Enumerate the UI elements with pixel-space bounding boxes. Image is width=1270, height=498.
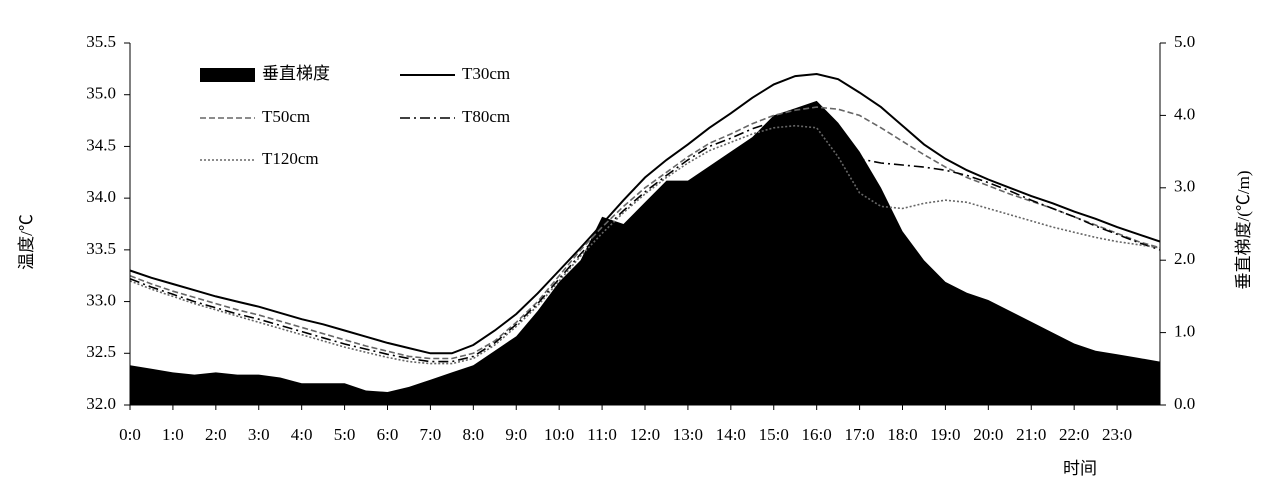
x-tick-label: 5:0 bbox=[334, 425, 356, 444]
y-tick-label: 34.0 bbox=[86, 187, 116, 206]
y2-tick-label: 3.0 bbox=[1174, 177, 1195, 196]
x-tick-label: 18:0 bbox=[887, 425, 917, 444]
x-tick-label: 10:0 bbox=[544, 425, 574, 444]
y-axis-label: 温度/℃ bbox=[17, 214, 36, 270]
legend-label: T50cm bbox=[262, 107, 310, 126]
x-tick-label: 6:0 bbox=[377, 425, 399, 444]
y2-tick-label: 1.0 bbox=[1174, 322, 1195, 341]
y-tick-label: 34.5 bbox=[86, 135, 116, 154]
x-tick-label: 19:0 bbox=[930, 425, 960, 444]
line bbox=[129, 124, 1161, 365]
y-tick-label: 33.5 bbox=[86, 239, 116, 258]
area bbox=[130, 100, 1160, 406]
x-tick-label: 22:0 bbox=[1059, 425, 1089, 444]
line bbox=[129, 72, 1161, 355]
y2-tick-label: 4.0 bbox=[1174, 104, 1195, 123]
x-tick-label: 8:0 bbox=[462, 425, 484, 444]
x-tick-label: 11:0 bbox=[587, 425, 617, 444]
x-tick-label: 3:0 bbox=[248, 425, 270, 444]
x-tick-label: 17:0 bbox=[844, 425, 874, 444]
y2-tick-label: 2.0 bbox=[1174, 249, 1195, 268]
y-tick-label: 32.0 bbox=[86, 394, 116, 413]
legend-swatch bbox=[200, 68, 255, 82]
y-tick-label: 35.5 bbox=[86, 32, 116, 51]
x-tick-label: 12:0 bbox=[630, 425, 660, 444]
y2-axis-label: 垂直梯度/(℃/m) bbox=[1234, 171, 1253, 290]
x-tick-label: 15:0 bbox=[759, 425, 789, 444]
x-tick-label: 0:0 bbox=[119, 425, 141, 444]
y-tick-label: 33.0 bbox=[86, 290, 116, 309]
legend-label: T30cm bbox=[462, 64, 510, 83]
x-tick-label: 14:0 bbox=[716, 425, 746, 444]
x-tick-label: 20:0 bbox=[973, 425, 1003, 444]
x-tick-label: 4:0 bbox=[291, 425, 313, 444]
x-tick-label: 7:0 bbox=[420, 425, 442, 444]
x-tick-label: 1:0 bbox=[162, 425, 184, 444]
y2-tick-label: 0.0 bbox=[1174, 394, 1195, 413]
legend-label: T120cm bbox=[262, 149, 319, 168]
line bbox=[129, 116, 1161, 363]
x-tick-label: 13:0 bbox=[673, 425, 703, 444]
legend-label: 垂直梯度 bbox=[262, 64, 330, 83]
y-tick-label: 35.0 bbox=[86, 84, 116, 103]
x-tick-label: 2:0 bbox=[205, 425, 227, 444]
x-tick-label: 21:0 bbox=[1016, 425, 1046, 444]
x-axis-label: 时间 bbox=[1063, 459, 1097, 478]
legend-label: T80cm bbox=[462, 107, 510, 126]
y2-tick-label: 5.0 bbox=[1174, 32, 1195, 51]
x-tick-label: 23:0 bbox=[1102, 425, 1132, 444]
line bbox=[129, 106, 1161, 360]
y-tick-label: 32.5 bbox=[86, 342, 116, 361]
x-tick-label: 16:0 bbox=[802, 425, 832, 444]
x-tick-label: 9:0 bbox=[505, 425, 527, 444]
